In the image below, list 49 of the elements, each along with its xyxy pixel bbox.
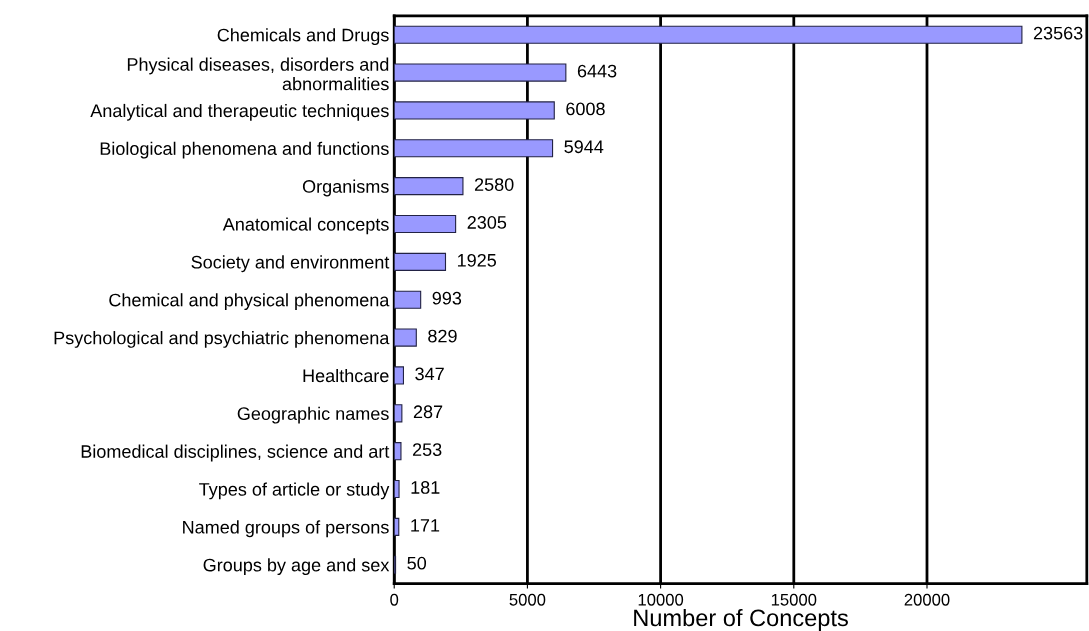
data-label: 1925	[457, 253, 497, 267]
data-label: 253	[412, 443, 442, 457]
data-label: 6443	[577, 64, 617, 78]
x-tick-label: 0	[390, 593, 399, 606]
bar	[394, 63, 567, 82]
data-label: 6008	[566, 102, 605, 116]
y-tick-label: Chemical and physical phenomena	[109, 293, 390, 311]
y-tick-label: Anatomical concepts	[222, 217, 389, 235]
y-tick-label: Analytical and therapeutic techniques	[90, 103, 389, 121]
data-label: 347	[415, 367, 444, 381]
y-tick-label: Psychological and psychiatric phenomena	[54, 331, 390, 348]
bar	[394, 404, 403, 423]
y-tick-label: Healthcare	[303, 368, 389, 383]
data-label: 2580	[474, 178, 514, 191]
data-label: 171	[411, 519, 440, 532]
y-tick-label: Types of article or study	[199, 482, 390, 500]
data-label: 5944	[564, 140, 604, 154]
bar	[394, 252, 447, 271]
data-label: 50	[407, 556, 427, 570]
data-label: 829	[428, 329, 457, 343]
y-tick-label: Geographic names	[237, 406, 389, 424]
y-tick-label: Chemicals and Drugs	[217, 28, 389, 45]
data-label: 287	[413, 405, 443, 419]
bar	[394, 25, 1023, 44]
y-tick-label: Named groups of persons	[183, 520, 389, 538]
y-tick-label: Physical diseases, disorders and abnormalities	[127, 57, 389, 91]
bar	[394, 442, 402, 461]
bar	[394, 366, 405, 385]
data-label: 181	[411, 481, 440, 494]
x-axis-title: Number of Concepts	[634, 608, 848, 631]
y-tick-label: Biomedical disciplines, science and art	[81, 444, 390, 462]
x-tick-label: 5000	[509, 593, 546, 606]
bar	[394, 328, 417, 347]
bar	[394, 290, 422, 309]
bar	[394, 139, 554, 158]
bar	[394, 214, 457, 234]
x-tick-label: 20000	[904, 593, 950, 606]
bar	[394, 479, 400, 499]
y-tick-label: Society and environment	[191, 255, 390, 273]
data-label: 23563	[1033, 26, 1083, 40]
data-label: 2305	[467, 216, 507, 229]
x-tick-label: 10000	[638, 593, 684, 606]
y-tick-label: Groups by age and sex	[203, 558, 390, 576]
bar	[394, 177, 464, 196]
data-label: 993	[432, 291, 462, 305]
y-tick-label: Organisms	[302, 179, 389, 197]
bar	[394, 101, 555, 120]
y-tick-label: Biological phenomena and functions	[100, 141, 389, 159]
x-tick-label: 15000	[771, 593, 817, 606]
